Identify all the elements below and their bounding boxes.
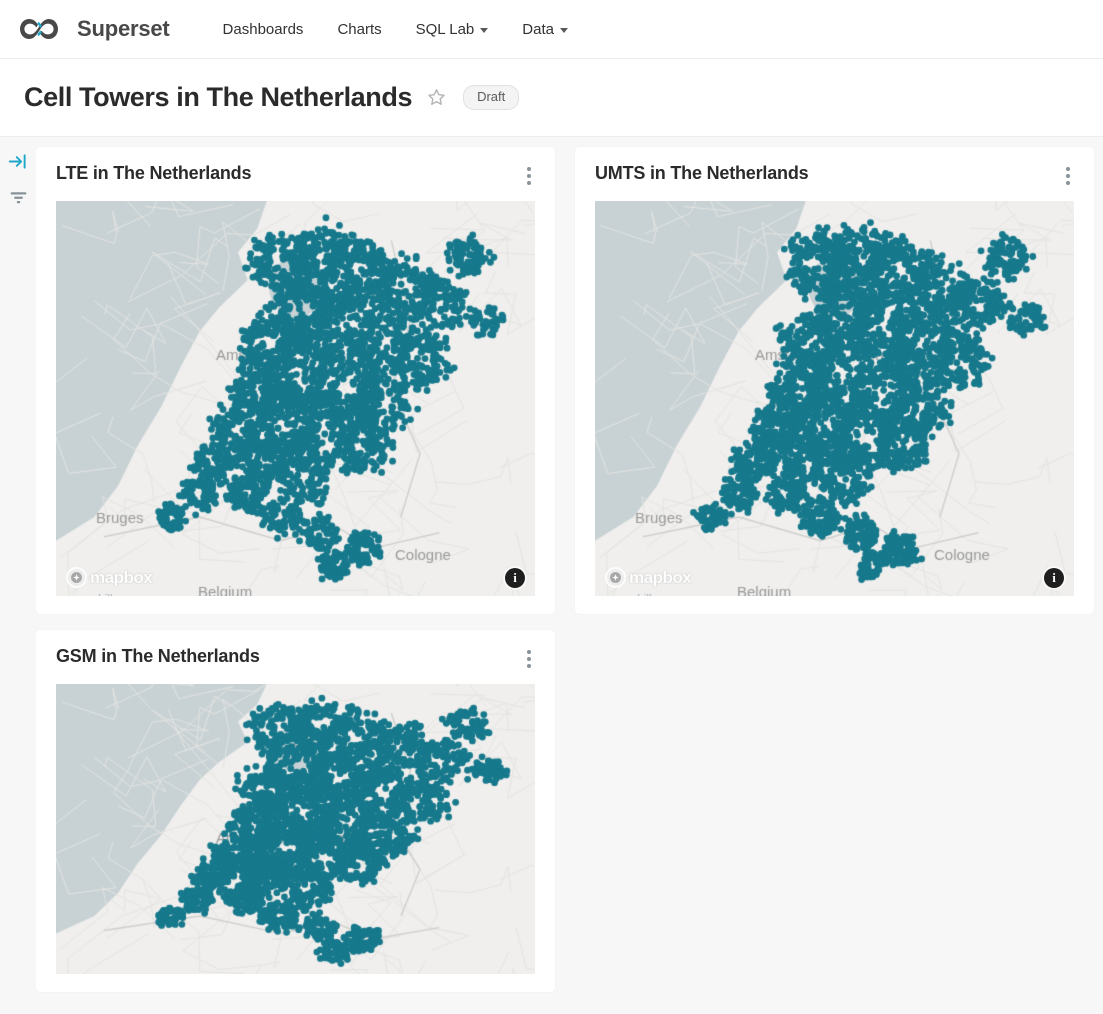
kebab-menu-icon[interactable]: [517, 163, 535, 189]
kebab-menu-icon[interactable]: [517, 646, 535, 672]
nav-item-dashboards[interactable]: Dashboards: [206, 0, 321, 59]
star-outline-icon[interactable]: [426, 87, 447, 108]
map-info-icon[interactable]: i: [505, 568, 525, 588]
nav-item-dashboards-label: Dashboards: [222, 20, 304, 38]
kebab-menu-icon[interactable]: [1056, 163, 1074, 189]
dashboard-body: LTE in The Netherlands mapbox i UMTS in …: [0, 137, 1103, 1013]
mapbox-logo-icon[interactable]: mapbox: [66, 567, 153, 588]
chart-card-umts: UMTS in The Netherlands mapbox i: [575, 147, 1094, 614]
chart-card-lte: LTE in The Netherlands mapbox i: [36, 147, 555, 614]
status-badge: Draft: [463, 85, 520, 110]
chart-title: UMTS in The Netherlands: [595, 163, 809, 183]
chart-card-header: GSM in The Netherlands: [56, 646, 535, 684]
chevron-down-icon: [559, 27, 568, 33]
map-canvas-lte[interactable]: mapbox i: [56, 201, 535, 596]
filter-funnel-icon[interactable]: [8, 187, 29, 208]
nav-item-data[interactable]: Data: [505, 0, 585, 59]
expand-panel-arrow-icon[interactable]: [8, 151, 29, 172]
nav-links: Dashboards Charts SQL Lab Data: [206, 0, 585, 59]
top-navbar: Superset Dashboards Charts SQL Lab Data: [0, 0, 1103, 59]
map-canvas-umts[interactable]: mapbox i: [595, 201, 1074, 596]
map-points-layer: [595, 201, 1074, 596]
nav-item-sql-lab-label: SQL Lab: [415, 20, 475, 38]
nav-item-sql-lab[interactable]: SQL Lab: [399, 0, 506, 59]
nav-item-charts[interactable]: Charts: [320, 0, 398, 59]
nav-item-charts-label: Charts: [337, 20, 382, 38]
left-rail: [0, 137, 36, 1013]
page-title: Cell Towers in The Netherlands: [24, 82, 413, 112]
chart-card-gsm: GSM in The Netherlands: [36, 630, 555, 992]
map-info-icon[interactable]: i: [1044, 568, 1064, 588]
brand-home-link[interactable]: Superset: [16, 15, 170, 43]
map-points-layer: [56, 201, 535, 596]
chart-card-header: LTE in The Netherlands: [56, 163, 535, 201]
nav-item-data-label: Data: [522, 20, 554, 38]
dashboard-header: Cell Towers in The Netherlands Draft: [0, 59, 1103, 137]
chart-title: LTE in The Netherlands: [56, 163, 252, 183]
brand-name: Superset: [77, 16, 170, 41]
superset-infinity-logo-icon: [20, 19, 58, 39]
chart-card-header: UMTS in The Netherlands: [595, 163, 1074, 201]
map-canvas-gsm[interactable]: [56, 684, 535, 974]
chevron-down-icon: [480, 27, 489, 33]
chart-grid: LTE in The Netherlands mapbox i UMTS in …: [36, 137, 1103, 1013]
chart-title: GSM in The Netherlands: [56, 646, 260, 666]
map-points-layer: [56, 684, 535, 974]
mapbox-wordmark: mapbox: [629, 567, 692, 587]
mapbox-logo-icon[interactable]: mapbox: [605, 567, 692, 588]
mapbox-wordmark: mapbox: [90, 567, 153, 587]
